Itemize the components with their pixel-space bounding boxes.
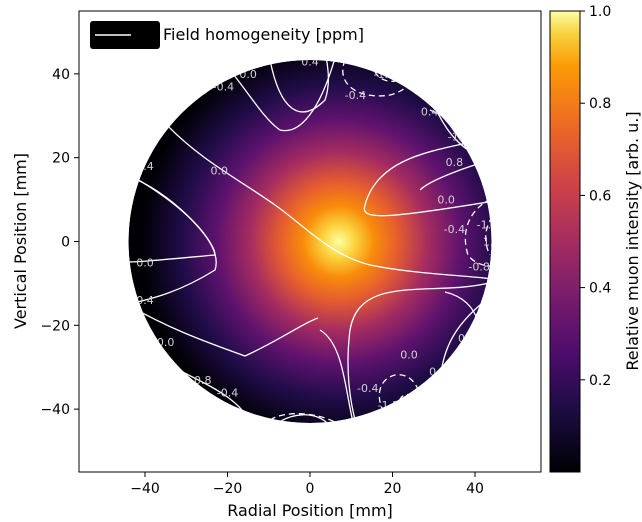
intensity-disk-group: 0.40.0-0.4-1.2-0.8-0.40.4-1.60.80.40.00.… [128,55,501,423]
contour-line [128,169,217,306]
y-tick-label: 0 [61,235,70,251]
contour-label: -0.4 [444,223,465,236]
contour-line [363,134,492,217]
contour-line-dashed [485,209,492,256]
colorbar-label: Relative muon intensity [arb. u.] [623,111,642,370]
x-ticks: −40 −20 0 20 40 [130,472,484,497]
contour-label: 0.0 [211,164,229,177]
contour-line [347,279,492,423]
x-tick-label: −20 [213,481,243,497]
contour-line [269,60,330,113]
y-tick-label: −20 [40,318,70,334]
colorbar-tick-label: 0.8 [589,96,611,112]
x-tick-label: 20 [384,481,402,497]
contour-line-dashed [464,194,492,267]
y-tick-label: −40 [40,402,70,418]
contour-label: 0.0 [136,256,154,269]
colorbar-ticks: 0.2 0.4 0.6 0.8 1.0 [580,4,611,389]
contour-label: 1.6 [483,236,501,249]
contour-label: -1.2 [477,219,498,232]
contour-label: 0.4 [136,294,154,307]
contour-line [164,122,492,281]
y-tick-label: 20 [52,151,70,167]
contour-line [128,302,319,357]
contour-label: -0.4 [345,89,366,102]
colorbar-tick-label: 1.0 [589,4,611,20]
contour-line [264,414,336,423]
contour-label: -0.4 [217,386,238,399]
contour-label: 0.8 [446,156,464,169]
y-ticks: −40 −20 0 20 40 [40,67,79,418]
contour-label: 0.0 [437,194,455,207]
contour-label: -0.8 [468,261,489,274]
colorbar-tick-label: 0.6 [589,188,611,204]
x-tick-label: 40 [466,481,484,497]
legend: Field homogeneity [ppm] [90,21,364,49]
contour-line [229,60,336,132]
colorbar [549,10,581,473]
contour-label: 0.4 [301,55,319,68]
contour-label: 0.0 [400,349,418,362]
intensity-disk [128,60,492,423]
y-axis-label: Vertical Position [mm] [11,153,30,329]
legend-label: Field homogeneity [ppm] [163,25,364,44]
contour-label: -0.4 [357,382,378,395]
x-axis-label: Radial Position [mm] [227,501,393,520]
y-tick-label: 40 [52,67,70,83]
contour-label: 0.8 [194,374,212,387]
contour-line-dashed [269,413,341,423]
x-tick-label: −40 [130,481,160,497]
colorbar-tick-label: 0.2 [589,373,611,389]
x-tick-label: 0 [306,481,315,497]
colorbar-tick-label: 0.4 [589,281,611,297]
